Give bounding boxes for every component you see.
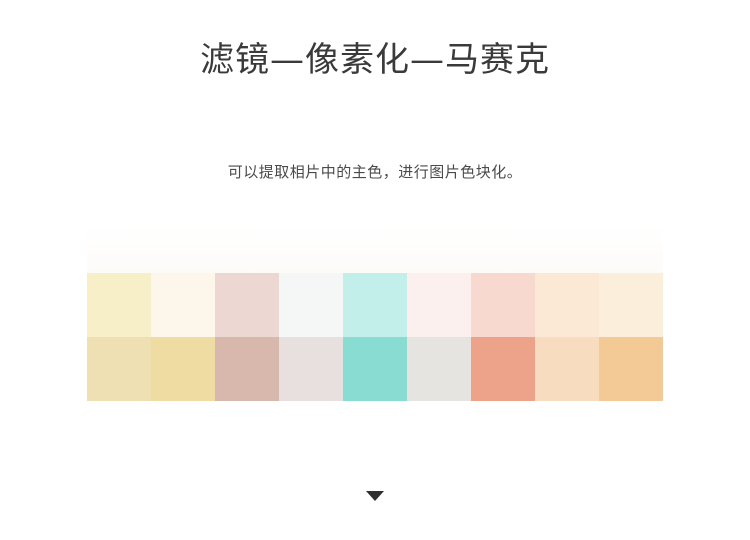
mosaic-tile [471,273,535,337]
mosaic-top-fade [87,225,663,273]
page-title: 滤镜—像素化—马赛克 [200,40,550,80]
mosaic-tile [279,337,343,401]
page-subtitle: 可以提取相片中的主色，进行图片色块化。 [227,163,523,181]
mosaic-tile [535,337,599,401]
mosaic-tile [343,337,407,401]
mosaic-tile [343,273,407,337]
mosaic-tile [87,337,151,401]
mosaic-tile [215,273,279,337]
mosaic-tile [535,273,599,337]
pixel-mosaic [87,273,663,401]
mosaic-tile [599,337,663,401]
mosaic-tile [471,337,535,401]
mosaic-tile [151,337,215,401]
mosaic-tile [407,273,471,337]
down-arrow-icon[interactable] [366,491,384,501]
mosaic-tile [87,273,151,337]
mosaic-tile [279,273,343,337]
mosaic-tile [151,273,215,337]
mosaic-tile [599,273,663,337]
mosaic-tile [215,337,279,401]
mosaic-tile [407,337,471,401]
